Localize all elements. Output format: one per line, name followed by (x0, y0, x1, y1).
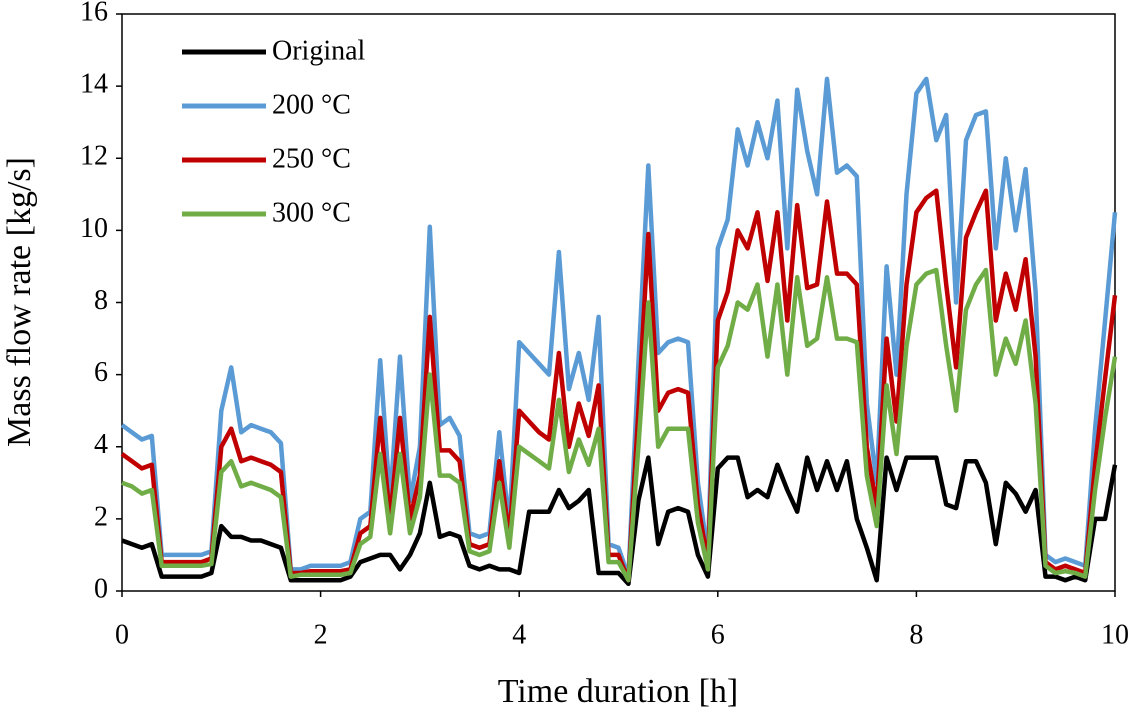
y-tick-label: 8 (94, 285, 108, 316)
x-tick-label: 8 (909, 619, 923, 650)
legend-label: 300 °C (272, 197, 351, 228)
series-line (121, 267, 1118, 583)
x-tick-label: 0 (115, 619, 129, 650)
y-tick-label: 2 (94, 501, 108, 532)
x-tick-label: 4 (512, 619, 526, 650)
y-tick-label: 12 (80, 141, 108, 172)
series-line (120, 188, 1118, 583)
series-line (121, 455, 1118, 587)
x-tick-label: 6 (711, 619, 725, 650)
y-tick-label: 4 (94, 429, 108, 460)
y-tick-label: 6 (94, 357, 108, 388)
legend-label: 200 °C (272, 89, 351, 120)
y-tick-label: 0 (94, 573, 108, 604)
plot-frame (121, 13, 1116, 592)
x-axis-title: Time duration [h] (498, 673, 739, 710)
legend-label: 250 °C (272, 143, 351, 174)
x-tick-label: 2 (314, 619, 328, 650)
legend-label: Original (272, 35, 366, 66)
y-tick-label: 14 (80, 69, 108, 100)
y-axis-title: Mass flow rate [kg/s] (1, 157, 38, 447)
x-tick-label: 10 (1101, 619, 1129, 650)
y-tick-label: 10 (80, 213, 108, 244)
y-tick-label: 16 (80, 0, 108, 27)
